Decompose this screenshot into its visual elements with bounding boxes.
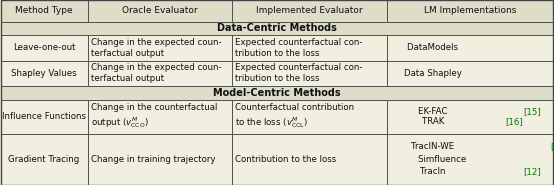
Text: [16]: [16] bbox=[506, 117, 524, 126]
Bar bbox=[387, 61, 553, 86]
Bar bbox=[88, 61, 232, 86]
Bar bbox=[1, 86, 553, 100]
Text: Contribution to the loss: Contribution to the loss bbox=[235, 155, 337, 164]
Text: [34]: [34] bbox=[550, 142, 554, 151]
Text: [12]: [12] bbox=[524, 167, 541, 176]
Text: Expected counterfactual con-
tribution to the loss: Expected counterfactual con- tribution t… bbox=[235, 38, 363, 58]
Text: Model-Centric Methods: Model-Centric Methods bbox=[213, 88, 341, 98]
Bar bbox=[232, 0, 387, 22]
Bar bbox=[387, 35, 553, 61]
Text: Expected counterfactual con-
tribution to the loss: Expected counterfactual con- tribution t… bbox=[235, 63, 363, 83]
Bar bbox=[232, 35, 387, 61]
Text: LM Implementations: LM Implementations bbox=[424, 6, 516, 15]
Text: Implemented Evaluator: Implemented Evaluator bbox=[256, 6, 362, 15]
Text: DataModels: DataModels bbox=[407, 43, 461, 52]
Bar bbox=[232, 61, 387, 86]
Bar bbox=[232, 134, 387, 185]
Text: EK-FAC: EK-FAC bbox=[418, 107, 450, 116]
Bar bbox=[88, 35, 232, 61]
Text: Influence Functions: Influence Functions bbox=[2, 112, 86, 121]
Text: Change in the expected coun-
terfactual output: Change in the expected coun- terfactual … bbox=[91, 63, 222, 83]
Text: Simfluence: Simfluence bbox=[418, 155, 469, 164]
Bar bbox=[1, 0, 88, 22]
Text: Data-Centric Methods: Data-Centric Methods bbox=[217, 23, 337, 33]
Text: Change in the counterfactual
output ($v_{\mathrm{CCO}}^{M}$): Change in the counterfactual output ($v_… bbox=[91, 103, 218, 130]
Bar bbox=[387, 134, 553, 185]
Bar bbox=[232, 100, 387, 134]
Bar bbox=[1, 22, 553, 35]
Bar bbox=[88, 100, 232, 134]
Bar bbox=[387, 0, 553, 22]
Text: [15]: [15] bbox=[524, 107, 541, 116]
Bar bbox=[88, 134, 232, 185]
Text: TracIN-WE: TracIN-WE bbox=[411, 142, 457, 151]
Text: Data Shapley: Data Shapley bbox=[404, 69, 464, 78]
Bar bbox=[1, 35, 88, 61]
Bar bbox=[1, 134, 88, 185]
Text: Leave-one-out: Leave-one-out bbox=[13, 43, 75, 52]
Text: Change in training trajectory: Change in training trajectory bbox=[91, 155, 216, 164]
Text: Gradient Tracing: Gradient Tracing bbox=[8, 155, 80, 164]
Text: Shapley Values: Shapley Values bbox=[11, 69, 77, 78]
Text: Change in the expected coun-
terfactual output: Change in the expected coun- terfactual … bbox=[91, 38, 222, 58]
Bar bbox=[88, 0, 232, 22]
Text: TRAK: TRAK bbox=[422, 117, 447, 126]
Text: Oracle Evaluator: Oracle Evaluator bbox=[122, 6, 197, 15]
Text: TracIn: TracIn bbox=[420, 167, 448, 176]
Bar bbox=[1, 100, 88, 134]
Bar bbox=[387, 100, 553, 134]
Text: Counterfactual contribution
to the loss ($v_{\mathrm{CCL}}^{M}$): Counterfactual contribution to the loss … bbox=[235, 103, 355, 130]
Bar bbox=[1, 61, 88, 86]
Text: Method Type: Method Type bbox=[15, 6, 73, 15]
